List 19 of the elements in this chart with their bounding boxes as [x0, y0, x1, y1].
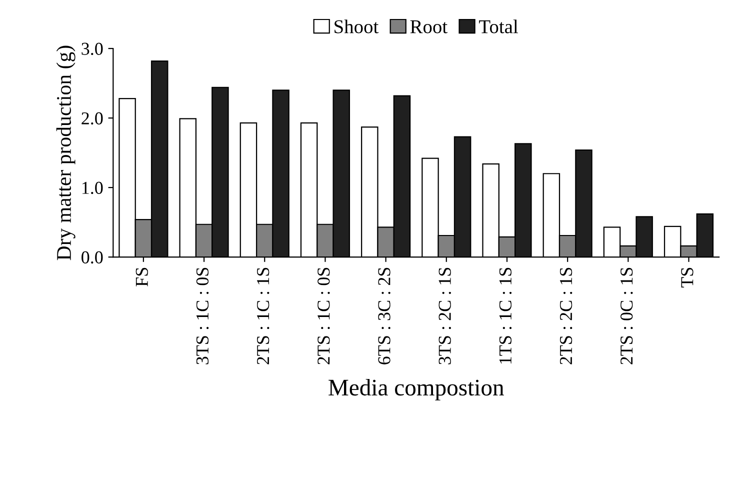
- y-tick-label: 0.0: [82, 251, 103, 264]
- legend-label: Shoot: [334, 20, 379, 34]
- y-axis-title: Dry matter production (g): [56, 46, 76, 260]
- legend-label: Root: [410, 20, 448, 34]
- y-tick-label: 2.0: [82, 112, 103, 125]
- x-tick-label: FS: [136, 268, 148, 286]
- y-tick-label: 3.0: [82, 42, 103, 56]
- legend-label: Total: [479, 20, 518, 34]
- y-tick-label: 1.0: [82, 182, 103, 194]
- x-tick-label: 3TS : 1C : 0S: [196, 268, 209, 364]
- x-tick-label: 2TS : 1C : 1S: [257, 268, 270, 364]
- x-tick-label: 6TS : 3C : 2S: [378, 268, 390, 364]
- x-tick-label: 2TS : 0C : 1S: [620, 268, 633, 364]
- x-tick-label: 2TS : 2C : 1S: [560, 268, 572, 364]
- x-tick-label: 3TS : 2C : 1S: [438, 268, 451, 364]
- x-tick-label: 1TS : 1C : 1S: [499, 268, 512, 364]
- x-tick-label: TS: [681, 268, 694, 288]
- x-axis-title: Media compostion: [328, 378, 504, 400]
- x-tick-label: 2TS : 1C : 0S: [318, 268, 330, 364]
